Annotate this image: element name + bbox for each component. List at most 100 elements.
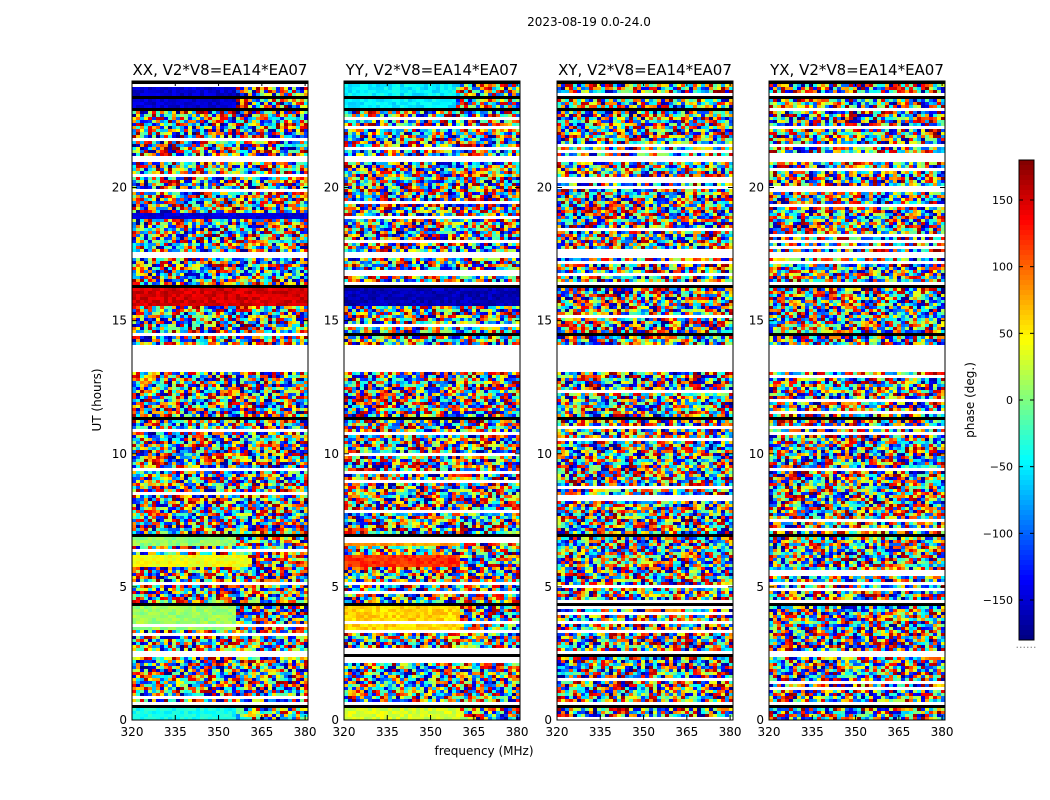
heatmap-cell xyxy=(144,570,148,573)
heatmap-cell xyxy=(228,546,232,549)
heatmap-cell xyxy=(188,525,192,528)
heatmap-cell xyxy=(164,570,168,573)
heatmap-cell xyxy=(220,597,224,600)
heatmap-cell xyxy=(144,531,148,534)
heatmap-cell xyxy=(252,573,256,576)
heatmap-cell xyxy=(164,573,168,576)
heatmap-cell xyxy=(216,648,220,651)
heatmap-cell xyxy=(284,513,288,516)
heatmap-cell xyxy=(156,711,160,714)
heatmap-cell xyxy=(148,612,152,615)
heatmap-cell xyxy=(252,564,256,567)
heatmap-cell xyxy=(208,681,212,684)
heatmap-cell xyxy=(240,537,244,540)
heatmap-cell xyxy=(276,639,280,642)
heatmap-cell xyxy=(256,669,260,672)
heatmap-cell xyxy=(148,708,152,711)
heatmap-cell xyxy=(184,600,188,603)
heatmap-cell xyxy=(284,600,288,603)
heatmap-cell xyxy=(148,618,152,621)
heatmap-cell xyxy=(244,681,248,684)
heatmap-cell xyxy=(136,504,140,507)
heatmap-cell xyxy=(268,543,272,546)
heatmap-cell xyxy=(304,528,308,531)
heatmap-cell xyxy=(264,537,268,540)
heatmap-cell xyxy=(220,621,224,624)
heatmap-cell xyxy=(276,645,280,648)
heatmap-cell xyxy=(168,510,172,513)
heatmap-cell xyxy=(160,657,164,660)
heatmap-cell xyxy=(228,693,232,696)
heatmap-cell xyxy=(192,669,196,672)
heatmap-cell xyxy=(156,687,160,690)
heatmap-cell xyxy=(284,507,288,510)
heatmap-cell xyxy=(156,663,160,666)
heatmap-cell xyxy=(184,636,188,639)
heatmap-cell xyxy=(212,555,216,558)
heatmap-cell xyxy=(272,585,276,588)
heatmap-cell xyxy=(304,678,308,681)
heatmap-cell xyxy=(144,642,148,645)
heatmap-cell xyxy=(300,615,304,618)
heatmap-cell xyxy=(284,573,288,576)
heatmap-cell xyxy=(224,561,228,564)
heatmap-cell xyxy=(140,573,144,576)
heatmap-cell xyxy=(160,579,164,582)
heatmap-cell xyxy=(216,609,220,612)
heatmap-cell xyxy=(280,684,284,687)
heatmap-cell xyxy=(228,630,232,633)
heatmap-cell xyxy=(144,666,148,669)
heatmap-cell xyxy=(136,570,140,573)
heatmap-cell xyxy=(180,570,184,573)
heatmap-cell xyxy=(168,684,172,687)
heatmap-cell xyxy=(176,684,180,687)
heatmap-cell xyxy=(180,609,184,612)
heatmap-cell xyxy=(140,591,144,594)
heatmap-cell xyxy=(300,507,304,510)
heatmap-cell xyxy=(240,540,244,543)
heatmap-cell xyxy=(224,537,228,540)
heatmap-cell xyxy=(304,627,308,630)
heatmap-cell xyxy=(156,558,160,561)
heatmap-cell xyxy=(148,687,152,690)
heatmap-cell xyxy=(220,612,224,615)
heatmap-cell xyxy=(228,513,232,516)
heatmap-cell xyxy=(268,621,272,624)
heatmap-cell xyxy=(236,510,240,513)
heatmap-cell xyxy=(260,657,264,660)
heatmap-cell xyxy=(236,714,240,717)
heatmap-cell xyxy=(148,516,152,519)
heatmap-cell xyxy=(280,540,284,543)
heatmap-cell xyxy=(256,579,260,582)
heatmap-cell xyxy=(132,510,136,513)
heatmap-cell xyxy=(152,555,156,558)
heatmap-cell xyxy=(236,675,240,678)
heatmap-cell xyxy=(252,525,256,528)
heatmap-cell xyxy=(232,519,236,522)
heatmap-cell xyxy=(140,519,144,522)
heatmap-cell xyxy=(260,579,264,582)
heatmap-cell xyxy=(188,558,192,561)
heatmap-cell xyxy=(296,570,300,573)
heatmap-cell xyxy=(256,708,260,711)
heatmap-cell xyxy=(168,594,172,597)
heatmap-cell xyxy=(216,528,220,531)
heatmap-cell xyxy=(264,540,268,543)
heatmap-cell xyxy=(184,630,188,633)
heatmap-cell xyxy=(236,507,240,510)
heatmap-cell xyxy=(296,591,300,594)
heatmap-cell xyxy=(224,567,228,570)
heatmap-cell xyxy=(296,546,300,549)
heatmap-cell xyxy=(160,606,164,609)
heatmap-cell xyxy=(260,687,264,690)
heatmap-cell xyxy=(296,708,300,711)
heatmap-cell xyxy=(220,684,224,687)
heatmap-cell xyxy=(272,516,276,519)
heatmap-cell xyxy=(208,606,212,609)
heatmap-cell xyxy=(296,540,300,543)
heatmap-cell xyxy=(272,699,276,702)
heatmap-cell xyxy=(140,648,144,651)
heatmap-cell xyxy=(196,699,200,702)
heatmap-cell xyxy=(260,510,264,513)
heatmap-cell xyxy=(240,576,244,579)
